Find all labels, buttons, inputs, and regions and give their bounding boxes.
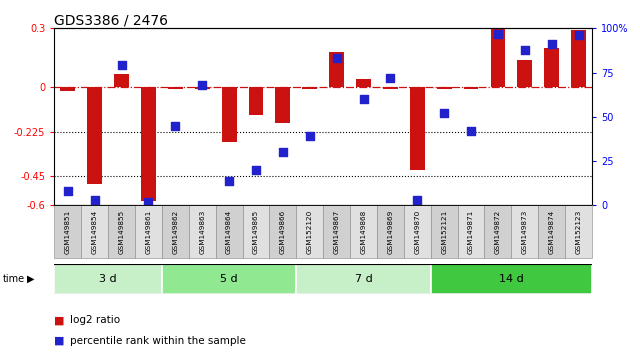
Text: GSM149872: GSM149872: [495, 210, 501, 254]
Bar: [323, 205, 350, 258]
Text: 3 d: 3 d: [99, 274, 117, 284]
Text: GSM152121: GSM152121: [441, 210, 447, 254]
Text: GSM149873: GSM149873: [522, 210, 528, 254]
Bar: [87, 87, 102, 184]
Text: 14 d: 14 d: [499, 274, 524, 284]
Bar: [383, 87, 398, 89]
Bar: [458, 205, 484, 258]
Bar: [269, 205, 296, 258]
Bar: [162, 264, 296, 294]
Bar: [436, 87, 452, 89]
Bar: [189, 205, 216, 258]
Bar: [135, 205, 162, 258]
Bar: [431, 205, 458, 258]
Bar: [565, 205, 592, 258]
Bar: [141, 87, 156, 201]
Text: GSM149870: GSM149870: [414, 210, 420, 254]
Point: [573, 33, 584, 38]
Point: [278, 149, 288, 155]
Bar: [356, 79, 371, 87]
Bar: [517, 60, 532, 87]
Bar: [329, 52, 344, 87]
Text: GSM152123: GSM152123: [575, 210, 582, 254]
Bar: [162, 205, 189, 258]
Point: [305, 133, 315, 139]
Point: [332, 56, 342, 61]
Bar: [571, 30, 586, 87]
Text: ■: ■: [54, 315, 65, 325]
Bar: [463, 87, 479, 89]
Point: [547, 41, 557, 47]
Text: GSM149871: GSM149871: [468, 210, 474, 254]
Text: GSM149874: GSM149874: [548, 210, 555, 254]
Point: [116, 63, 127, 68]
Text: GSM149866: GSM149866: [280, 210, 286, 254]
Text: GSM149868: GSM149868: [360, 210, 367, 254]
Bar: [377, 205, 404, 258]
Bar: [538, 205, 565, 258]
Text: GSM149863: GSM149863: [199, 210, 205, 254]
Bar: [484, 205, 511, 258]
Bar: [350, 205, 377, 258]
Bar: [195, 87, 210, 89]
Bar: [114, 74, 129, 87]
Point: [385, 75, 396, 81]
Text: ▶: ▶: [27, 274, 35, 284]
Text: 5 d: 5 d: [220, 274, 238, 284]
Text: GSM149851: GSM149851: [65, 210, 71, 254]
Point: [412, 197, 422, 203]
Bar: [511, 205, 538, 258]
Point: [170, 123, 180, 129]
Bar: [302, 87, 317, 89]
Text: GSM149869: GSM149869: [387, 210, 394, 254]
Point: [63, 188, 73, 194]
Point: [251, 167, 261, 173]
Bar: [81, 205, 108, 258]
Text: GSM149855: GSM149855: [118, 210, 125, 254]
Text: GSM149862: GSM149862: [172, 210, 179, 254]
Text: GSM149861: GSM149861: [145, 210, 152, 254]
Text: GSM149854: GSM149854: [92, 210, 98, 254]
Point: [90, 197, 100, 203]
Bar: [243, 205, 269, 258]
Bar: [216, 205, 243, 258]
Text: 7 d: 7 d: [355, 274, 372, 284]
Point: [466, 128, 476, 134]
Bar: [544, 48, 559, 87]
Bar: [296, 205, 323, 258]
Point: [439, 110, 449, 116]
Bar: [296, 264, 431, 294]
Text: GDS3386 / 2476: GDS3386 / 2476: [54, 13, 168, 27]
Bar: [490, 28, 506, 87]
Text: GSM149865: GSM149865: [253, 210, 259, 254]
Bar: [108, 205, 135, 258]
Text: GSM149867: GSM149867: [333, 210, 340, 254]
Text: percentile rank within the sample: percentile rank within the sample: [70, 336, 246, 346]
Point: [493, 31, 503, 36]
Point: [143, 199, 154, 205]
Bar: [248, 87, 264, 115]
Bar: [60, 87, 76, 91]
Bar: [221, 87, 237, 142]
Text: time: time: [3, 274, 26, 284]
Bar: [54, 264, 162, 294]
Point: [197, 82, 207, 88]
Point: [224, 178, 234, 183]
Bar: [54, 205, 81, 258]
Point: [520, 47, 530, 52]
Bar: [410, 87, 425, 170]
Bar: [404, 205, 431, 258]
Bar: [431, 264, 592, 294]
Bar: [168, 87, 183, 89]
Point: [358, 96, 369, 102]
Bar: [275, 87, 291, 123]
Text: GSM149864: GSM149864: [226, 210, 232, 254]
Text: ■: ■: [54, 336, 65, 346]
Text: log2 ratio: log2 ratio: [70, 315, 120, 325]
Text: GSM152120: GSM152120: [307, 210, 313, 254]
